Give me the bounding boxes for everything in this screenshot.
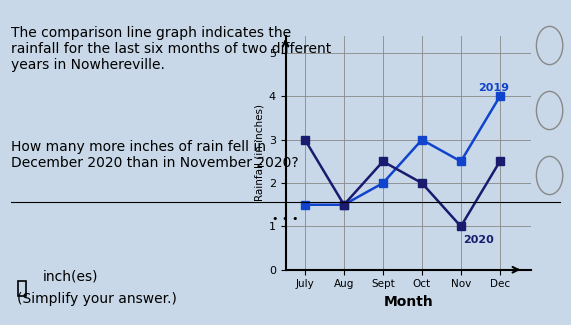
Text: How many more inches of rain fell in
December 2020 than in November 2020?: How many more inches of rain fell in Dec… <box>11 140 299 170</box>
Y-axis label: Rainfall (in inches): Rainfall (in inches) <box>255 104 264 201</box>
Bar <box>18 281 26 296</box>
Text: 2020: 2020 <box>463 235 493 245</box>
Text: The comparison line graph indicates the
rainfall for the last six months of two : The comparison line graph indicates the … <box>11 26 332 72</box>
X-axis label: Month: Month <box>383 295 433 309</box>
Text: • • •: • • • <box>272 214 299 225</box>
Text: 2019: 2019 <box>478 83 509 93</box>
Text: inch(es): inch(es) <box>43 270 98 284</box>
Text: (Simplify your answer.): (Simplify your answer.) <box>17 292 177 306</box>
